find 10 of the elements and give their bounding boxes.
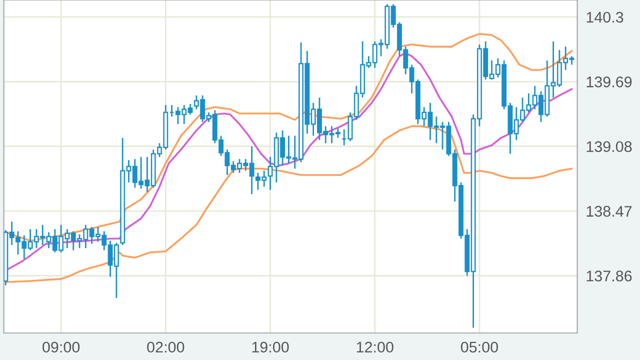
- x-tick-label: 09:00: [42, 342, 80, 353]
- y-tick-label: 139.08: [586, 141, 632, 152]
- x-tick-label: 05:00: [460, 342, 498, 353]
- y-tick-label: 140.3: [586, 12, 624, 23]
- y-tick-label: 139.69: [586, 76, 632, 88]
- y-tick-label: 138.47: [586, 206, 632, 217]
- x-tick-label: 02:00: [147, 342, 184, 353]
- x-tick-label: 19:00: [252, 342, 289, 353]
- y-tick-label: 137.86: [586, 270, 632, 282]
- x-tick-label: 12:00: [356, 342, 394, 353]
